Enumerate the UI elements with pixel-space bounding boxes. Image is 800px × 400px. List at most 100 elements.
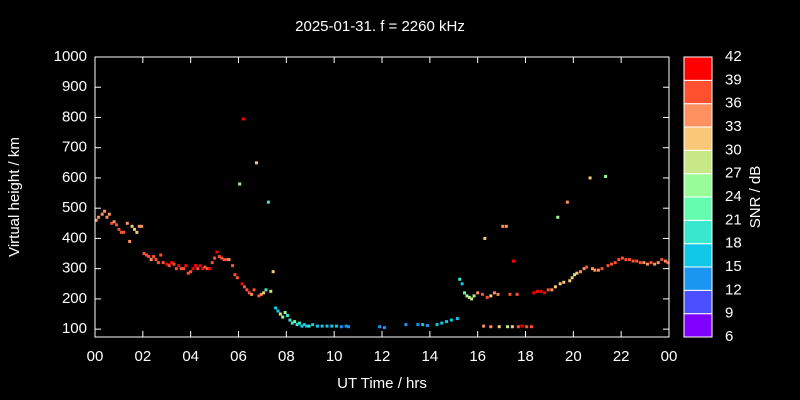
point xyxy=(252,288,256,292)
colorbar-tick-label: 15 xyxy=(725,258,742,275)
point xyxy=(233,273,237,277)
point xyxy=(217,255,221,259)
y-tick-label: 1000 xyxy=(54,48,87,65)
point xyxy=(222,258,226,262)
point xyxy=(152,255,156,259)
point xyxy=(179,267,183,271)
point xyxy=(295,323,299,327)
x-tick-label: 02 xyxy=(134,348,151,365)
y-tick-label: 500 xyxy=(62,199,87,216)
point xyxy=(660,258,664,262)
colorbar-bin xyxy=(683,266,713,291)
point xyxy=(297,321,301,325)
x-tick-label: 06 xyxy=(230,348,247,365)
point xyxy=(240,282,244,286)
point xyxy=(638,261,642,265)
colorbar-tick-label: 42 xyxy=(725,48,742,65)
point xyxy=(122,230,126,234)
colorbar-bin xyxy=(683,219,713,245)
point xyxy=(271,270,275,274)
point xyxy=(278,312,282,316)
point xyxy=(606,264,610,268)
point xyxy=(238,182,242,186)
point xyxy=(247,291,251,295)
point xyxy=(593,268,597,272)
point xyxy=(344,324,348,328)
point xyxy=(573,273,577,277)
y-tick-label: 400 xyxy=(62,229,87,246)
y-tick-label: 600 xyxy=(62,169,87,186)
point xyxy=(142,252,146,256)
point xyxy=(568,279,572,283)
point xyxy=(257,294,261,298)
point xyxy=(193,264,197,268)
point xyxy=(604,174,608,178)
point xyxy=(525,325,529,329)
point xyxy=(156,261,160,265)
point xyxy=(325,324,329,328)
point xyxy=(266,200,270,204)
point xyxy=(184,264,188,268)
point xyxy=(300,324,304,328)
point xyxy=(135,230,139,234)
point xyxy=(584,265,588,269)
point xyxy=(620,256,624,260)
colorbar-tick-label: 24 xyxy=(725,188,742,205)
point xyxy=(467,295,471,299)
point xyxy=(382,326,386,330)
point xyxy=(97,215,101,219)
point xyxy=(172,262,176,266)
point xyxy=(663,259,667,263)
point xyxy=(161,261,165,265)
point xyxy=(515,292,519,296)
point xyxy=(112,220,116,224)
point xyxy=(189,270,193,274)
point xyxy=(281,315,285,319)
chart-title: 2025-01-31. f = 2260 kHz xyxy=(295,18,465,35)
point xyxy=(476,291,480,295)
point xyxy=(167,264,171,268)
point xyxy=(339,325,343,329)
point xyxy=(458,277,462,281)
colorbar-bin xyxy=(683,79,713,105)
point xyxy=(492,291,496,295)
point xyxy=(147,255,151,259)
x-tick-label: 10 xyxy=(326,348,343,365)
point xyxy=(165,262,169,266)
point xyxy=(274,306,278,310)
point xyxy=(262,291,266,295)
point xyxy=(472,294,476,298)
point xyxy=(254,161,258,165)
point xyxy=(245,288,249,292)
point xyxy=(210,261,214,265)
point xyxy=(186,271,190,275)
point xyxy=(610,262,614,266)
point xyxy=(315,324,319,328)
point xyxy=(203,265,207,269)
point xyxy=(590,267,594,271)
point xyxy=(520,324,524,328)
x-tick-label: 12 xyxy=(374,348,391,365)
point xyxy=(215,250,219,254)
point xyxy=(170,261,174,265)
point xyxy=(250,292,254,296)
point xyxy=(440,321,444,325)
point xyxy=(307,324,311,328)
point xyxy=(482,324,486,328)
point xyxy=(535,289,539,293)
point xyxy=(242,285,246,289)
x-tick-label: 22 xyxy=(613,348,630,365)
point xyxy=(302,323,306,327)
point xyxy=(624,258,628,262)
x-tick-label: 20 xyxy=(565,348,582,365)
point xyxy=(666,261,670,265)
point xyxy=(485,295,489,299)
point xyxy=(483,236,487,240)
point xyxy=(512,259,516,263)
point xyxy=(582,267,586,271)
point xyxy=(489,325,493,329)
point xyxy=(501,224,505,228)
point xyxy=(631,259,635,263)
point xyxy=(174,267,178,271)
